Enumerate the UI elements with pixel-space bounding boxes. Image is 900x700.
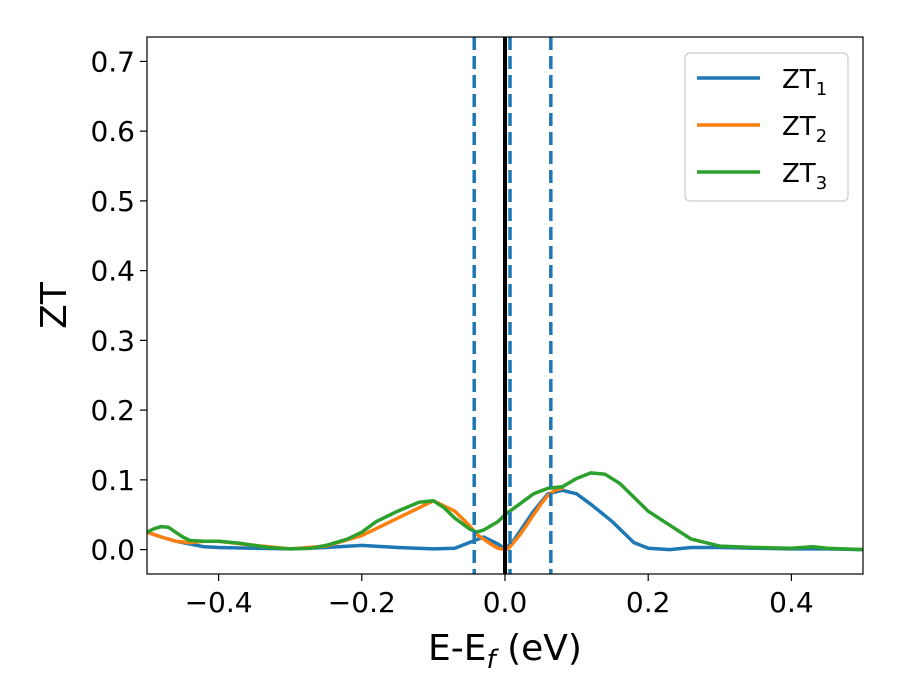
series-line-3 bbox=[147, 471, 863, 552]
x-tick-label-2: 0.0 bbox=[483, 586, 528, 619]
legend-label-1: ZT1 bbox=[782, 65, 827, 100]
y-tick-label-1: 0.1 bbox=[90, 464, 135, 497]
legend-label-2: ZT2 bbox=[782, 112, 827, 147]
plot-area bbox=[147, 37, 863, 574]
y-tick-label-6: 0.6 bbox=[90, 115, 135, 148]
x-tick-label-1: −0.2 bbox=[328, 586, 396, 619]
y-tick-label-0: 0.0 bbox=[90, 534, 135, 567]
x-tick-label-3: 0.2 bbox=[626, 586, 671, 619]
plot-content bbox=[147, 37, 863, 574]
y-tick-label-7: 0.7 bbox=[90, 45, 135, 78]
x-axis-label: E-Ef (eV) bbox=[428, 628, 582, 675]
legend: ZT1 ZT2 ZT3 bbox=[684, 52, 849, 202]
x-tick-label-4: 0.4 bbox=[769, 586, 814, 619]
y-tick-label-3: 0.3 bbox=[90, 324, 135, 357]
x-tick-label-0: −0.4 bbox=[185, 586, 253, 619]
y-tick-label-5: 0.5 bbox=[90, 185, 135, 218]
y-tick-label-2: 0.2 bbox=[90, 394, 135, 427]
legend-box bbox=[684, 52, 849, 202]
legend-label-3: ZT3 bbox=[782, 159, 827, 194]
y-axis-label: ZT bbox=[34, 281, 75, 329]
y-tick-label-4: 0.4 bbox=[90, 255, 135, 288]
axes: −0.4 −0.2 0.0 0.2 0.4 0.0 0.1 0.2 0.3 0.4 0.5 0.6 0.… bbox=[34, 36, 864, 675]
